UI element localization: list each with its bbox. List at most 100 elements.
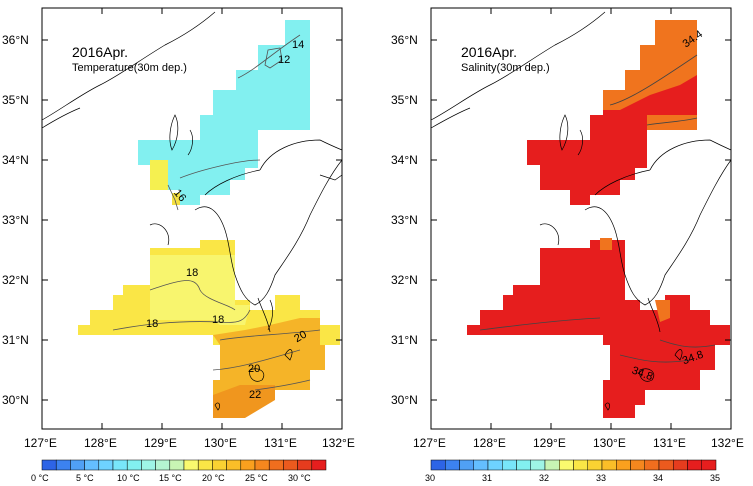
colorbar-swatch	[487, 459, 503, 471]
contour-label: 20	[292, 329, 309, 346]
colorbar-label: 30 °C	[288, 473, 311, 483]
colorbar-swatch	[141, 459, 156, 471]
y-tick-label: 34°N	[2, 153, 29, 167]
x-tick-label: 132°E	[322, 436, 355, 450]
colorbar-swatch	[559, 459, 574, 471]
colorbar-swatch	[283, 459, 298, 471]
x-tick-label: 129°E	[144, 436, 177, 450]
colorbar-swatch	[70, 459, 85, 471]
colorbar-salinity	[430, 459, 717, 471]
x-tick-label: 128°E	[473, 436, 506, 450]
colorbar-label: 33	[596, 473, 606, 483]
colorbar-swatch	[183, 459, 199, 471]
x-axis-temperature	[41, 8, 343, 429]
x-tick-label: 130°E	[204, 436, 237, 450]
y-axis-salinity	[431, 39, 731, 401]
y-tick-label: 32°N	[2, 273, 29, 287]
x-tick-label: 129°E	[533, 436, 566, 450]
x-tick-label: 130°E	[593, 436, 626, 450]
colorbar-swatch	[473, 459, 489, 471]
colorbar-swatch	[673, 459, 688, 471]
contour-label: 18	[186, 267, 198, 279]
colorbar-swatch	[459, 459, 474, 471]
colorbar-label: 30	[425, 473, 435, 483]
colorbar-swatch	[644, 459, 660, 471]
temperature-field-warm-spot	[172, 193, 180, 205]
map-subtitle: Salinity(30m dep.)	[461, 62, 550, 74]
colorbar-temperature	[41, 459, 327, 471]
colorbar-swatch	[297, 459, 313, 471]
colorbar-label: 15 °C	[159, 473, 182, 483]
temperature-field-south-deep	[213, 385, 275, 418]
colorbar-label: 5 °C	[76, 473, 94, 483]
colorbar-swatch	[226, 459, 242, 471]
salinity-panel: 34.4 34.8 34.8 2016Apr. Salinity(30m dep…	[391, 7, 744, 483]
y-tick-label: 33°N	[391, 213, 418, 227]
y-tick-label: 30°N	[391, 393, 418, 407]
x-tick-label: 127°E	[413, 436, 446, 450]
colorbar-swatch	[616, 459, 631, 471]
colorbar-swatch	[430, 459, 446, 471]
colorbar-swatch	[573, 459, 588, 471]
colorbar-swatch	[311, 459, 327, 471]
map-title: 2016Apr.	[72, 44, 128, 60]
temperature-coastlines	[41, 11, 343, 411]
contour-label: 14	[292, 39, 304, 51]
salinity-coastlines	[430, 11, 732, 411]
map-title: 2016Apr.	[461, 44, 517, 60]
colorbar-swatch	[240, 459, 256, 471]
salinity-field-west-orange	[600, 238, 612, 250]
colorbar-label: 20 °C	[202, 473, 225, 483]
map-subtitle: Temperature(30m dep.)	[72, 62, 187, 74]
colorbar-swatch	[155, 459, 171, 471]
colorbar-label: 31	[482, 473, 492, 483]
colorbar-swatch	[630, 459, 645, 471]
y-tick-label: 33°N	[2, 213, 29, 227]
y-axis-temperature	[42, 39, 342, 401]
colorbar-label: 34	[653, 473, 663, 483]
y-tick-label: 36°N	[391, 33, 418, 47]
y-tick-label: 35°N	[2, 93, 29, 107]
colorbar-swatch	[98, 459, 114, 471]
contour-label: 12	[278, 54, 290, 66]
colorbar-swatch	[701, 459, 717, 471]
colorbar-swatch	[445, 459, 460, 471]
y-tick-label: 34°N	[391, 153, 418, 167]
salinity-field-north-orange	[603, 20, 697, 110]
y-tick-label: 32°N	[391, 273, 418, 287]
salinity-field-south-orange	[655, 300, 670, 322]
colorbar-swatch	[587, 459, 603, 471]
colorbar-swatch	[84, 459, 100, 471]
temperature-contours	[112, 34, 321, 391]
temperature-field-warm-west	[150, 160, 168, 190]
y-tick-label: 31°N	[391, 333, 418, 347]
x-tick-label: 131°E	[264, 436, 297, 450]
temperature-panel: 12 14 16 18 18 18 20 20 22 2016Apr. Temp…	[2, 7, 355, 483]
salinity-contours	[479, 54, 716, 363]
colorbar-swatch	[502, 459, 517, 471]
colorbar-label: 32	[539, 473, 549, 483]
y-tick-label: 30°N	[2, 393, 29, 407]
colorbar-label: 10 °C	[117, 473, 140, 483]
colorbar-swatch	[212, 459, 227, 471]
colorbar-swatch	[254, 459, 270, 471]
x-axis-salinity	[430, 8, 732, 429]
contour-label: 18	[212, 314, 224, 326]
y-tick-label: 31°N	[2, 333, 29, 347]
contour-label: 18	[146, 318, 158, 330]
y-tick-label: 36°N	[2, 33, 29, 47]
colorbar-label: 25 °C	[245, 473, 268, 483]
colorbar-label: 0 °C	[31, 473, 49, 483]
x-tick-label: 132°E	[711, 436, 744, 450]
colorbar-swatch	[658, 459, 674, 471]
colorbar-swatch	[530, 459, 546, 471]
contour-label: 20	[248, 363, 260, 375]
colorbar-label: 35	[710, 473, 720, 483]
salinity-field-south	[467, 240, 730, 418]
colorbar-swatch	[544, 459, 560, 471]
colorbar-swatch	[169, 459, 185, 471]
colorbar-swatch	[268, 459, 284, 471]
x-tick-label: 131°E	[653, 436, 686, 450]
salinity-field-north-orange2	[647, 115, 697, 130]
colorbar-swatch	[601, 459, 617, 471]
